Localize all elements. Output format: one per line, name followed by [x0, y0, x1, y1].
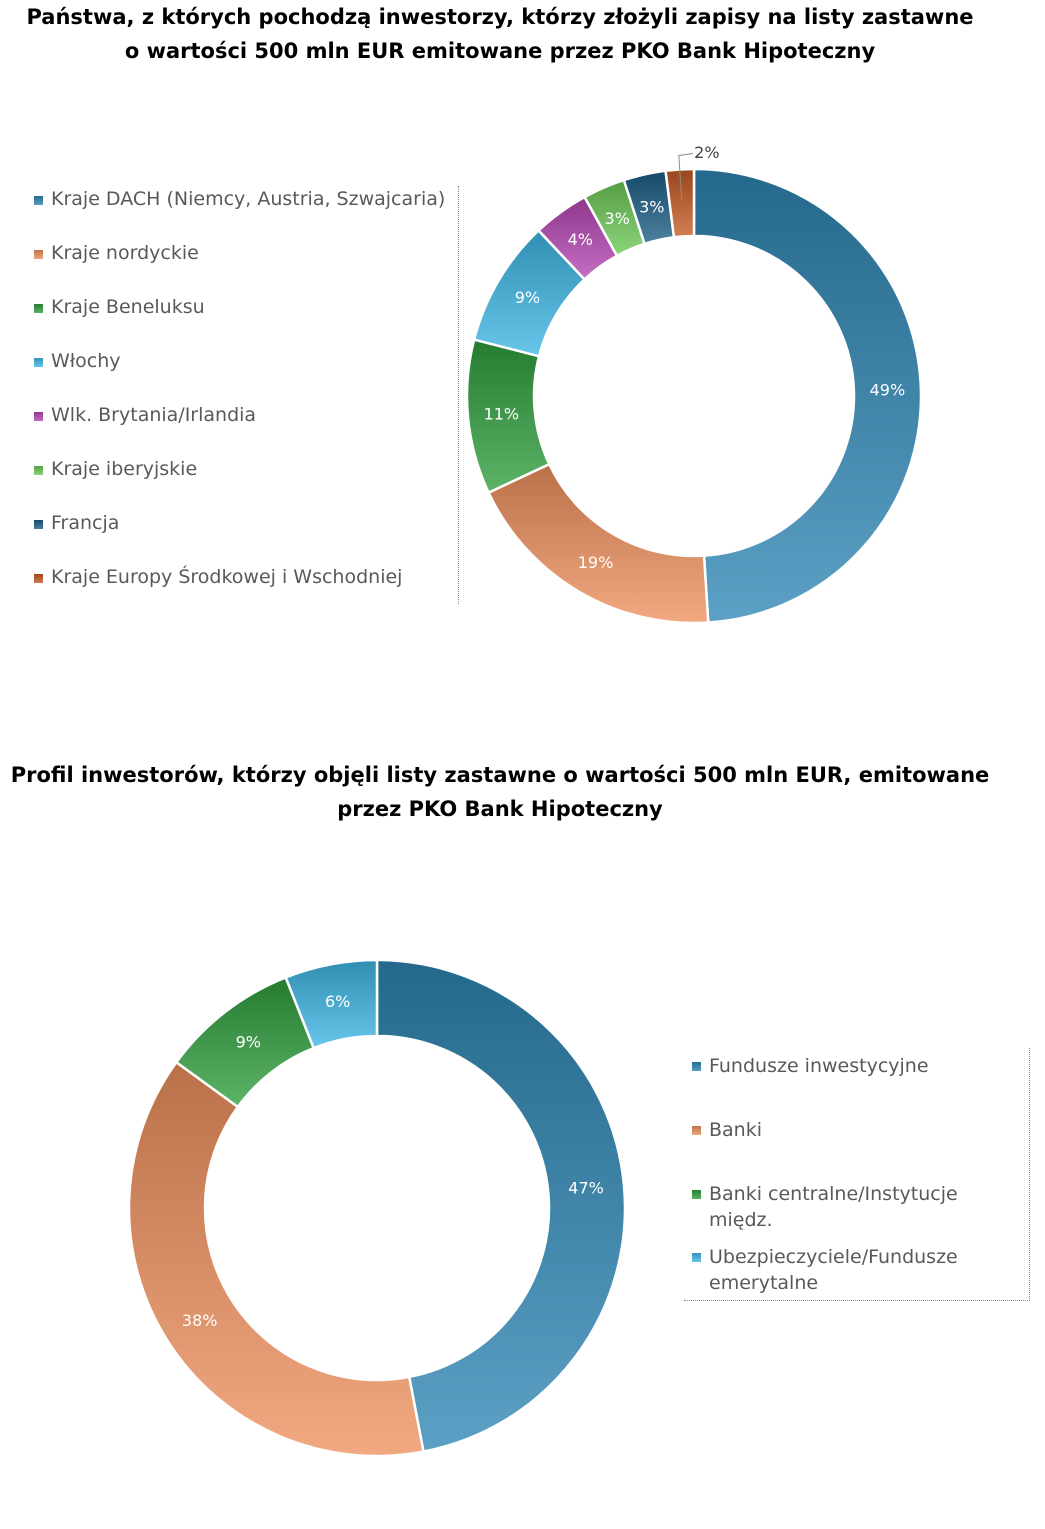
chart2-slice-0: [375, 958, 627, 1454]
chart2-data-label-1: 38%: [182, 1311, 218, 1330]
chart1-legend-swatch-2: [34, 304, 43, 313]
chart1-legend-label-6: Francja: [51, 512, 120, 534]
chart1-legend-label-3: Włochy: [51, 350, 121, 372]
chart2-legend-label-0: Fundusze inwestycyjne: [709, 1055, 929, 1077]
chart1-data-label-2: 11%: [484, 405, 520, 424]
chart1-data-label-5: 3%: [604, 209, 629, 228]
chart1-legend-label-2: Kraje Beneluksu: [51, 296, 205, 318]
chart1-legend-label-7: Kraje Europy Środkowej i Wschodniej: [51, 566, 403, 588]
chart2-legend-swatch-1: [692, 1126, 701, 1135]
chart1-legend-item-0: Kraje DACH (Niemcy, Austria, Szwajcaria): [34, 188, 445, 210]
chart2-slice-1: [127, 1060, 425, 1458]
chart1-legend-item-6: Francja: [34, 512, 119, 534]
chart1-legend-item-2: Kraje Beneluksu: [34, 296, 205, 318]
chart1-legend-item-5: Kraje iberyjskie: [34, 458, 197, 480]
chart2-title-line2: przez PKO Bank Hipoteczny: [337, 797, 663, 821]
chart1-data-label-0: 49%: [870, 380, 906, 399]
chart1-legend-swatch-6: [34, 520, 43, 529]
chart1-data-label-4: 4%: [568, 230, 593, 249]
chart1-slice-7: [664, 167, 696, 239]
chart1-legend-swatch-1: [34, 250, 43, 259]
chart2-legend-swatch-2: [692, 1190, 701, 1199]
chart2-legend: Fundusze inwestycyjne Banki Banki centraln…: [684, 1048, 1030, 1301]
chart1-slice-0: [692, 167, 923, 624]
chart1-legend-label-5: Kraje iberyjskie: [51, 458, 198, 480]
chart2-legend-swatch-3: [692, 1253, 701, 1262]
chart1-legend-label-1: Kraje nordyckie: [51, 242, 199, 264]
chart1-leader-line-7: [678, 152, 693, 201]
chart2-legend-item-2: Banki centralne/Instytucje międz.: [692, 1181, 1027, 1233]
chart2-donut: 47% 38% 9% 6%: [127, 958, 627, 1458]
chart2-title: Profil inwestorów, którzy objęli listy z…: [0, 758, 1000, 826]
chart2-legend-item-3: Ubezpieczyciele/Fundusze emerytalne: [692, 1244, 1027, 1296]
chart1-title-line1: Państwa, z których pochodzą inwestorzy, …: [26, 5, 974, 29]
chart2-data-label-3: 6%: [325, 992, 350, 1011]
chart2-legend-item-1: Banki: [692, 1117, 1027, 1143]
chart1-legend-label-4: Wlk. Brytania/Irlandia: [51, 404, 257, 426]
chart1-legend: Kraje DACH (Niemcy, Austria, Szwajcaria)…: [26, 186, 459, 604]
chart1-legend-swatch-7: [34, 574, 43, 583]
chart1-legend-swatch-0: [34, 196, 43, 205]
chart1-data-label-6: 3%: [639, 198, 664, 217]
chart1-legend-item-7: Kraje Europy Środkowej i Wschodniej: [34, 566, 402, 588]
chart1-legend-swatch-4: [34, 412, 43, 421]
chart1-data-label-7: 2%: [694, 143, 719, 162]
chart1-slice-1: [486, 462, 710, 625]
chart1-legend-swatch-5: [34, 466, 43, 475]
chart1-data-label-3: 9%: [515, 288, 540, 307]
chart1-data-label-1: 19%: [578, 553, 614, 572]
chart2-slice-3: [284, 958, 379, 1050]
chart2-legend-label-2: Banki centralne/Instytucje międz.: [709, 1183, 958, 1231]
chart1-legend-item-3: Włochy: [34, 350, 121, 372]
chart2-data-label-2: 9%: [236, 1033, 261, 1052]
chart1-title-line2: o wartości 500 mln EUR emitowane przez P…: [124, 39, 876, 63]
chart1-title: Państwa, z których pochodzą inwestorzy, …: [0, 0, 1000, 68]
chart1-legend-item-4: Wlk. Brytania/Irlandia: [34, 404, 256, 426]
chart2-title-line1: Profil inwestorów, którzy objęli listy z…: [10, 763, 990, 787]
chart2-legend-label-1: Banki: [709, 1119, 763, 1141]
chart2-legend-item-0: Fundusze inwestycyjne: [692, 1053, 1027, 1079]
chart2-legend-label-3: Ubezpieczyciele/Fundusze emerytalne: [709, 1246, 958, 1294]
chart1-donut: 49% 19% 11% 9% 4% 3% 3% 2%: [465, 143, 923, 625]
chart1-legend-label-0: Kraje DACH (Niemcy, Austria, Szwajcaria): [51, 188, 446, 210]
chart1-legend-item-1: Kraje nordyckie: [34, 242, 199, 264]
chart1-legend-swatch-3: [34, 358, 43, 367]
chart2-legend-swatch-0: [692, 1062, 701, 1071]
chart2-data-label-0: 47%: [568, 1179, 604, 1198]
